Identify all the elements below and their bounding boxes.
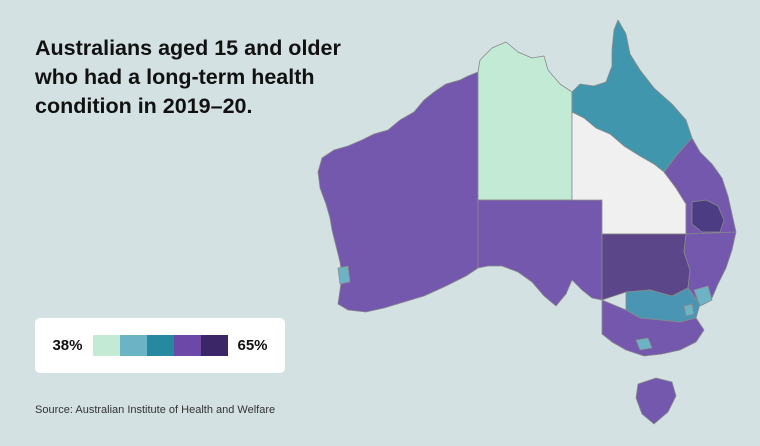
region-western-australia[interactable] bbox=[317, 71, 479, 313]
legend-color-scale bbox=[92, 335, 228, 356]
legend-swatch-2 bbox=[119, 335, 147, 356]
region-sydney[interactable] bbox=[693, 285, 713, 307]
region-brisbane[interactable] bbox=[691, 199, 725, 233]
legend-swatch-3 bbox=[146, 335, 174, 356]
legend-swatch-1 bbox=[92, 335, 120, 356]
region-melbourne[interactable] bbox=[635, 337, 653, 351]
legend-min-label: 38% bbox=[52, 337, 83, 354]
region-south-australia[interactable] bbox=[477, 199, 603, 307]
chart-title: Australians aged 15 and older who had a … bbox=[35, 36, 341, 118]
region-tasmania[interactable] bbox=[635, 377, 677, 425]
region-act[interactable] bbox=[683, 303, 695, 317]
legend: 38% 65% bbox=[35, 318, 285, 373]
legend-max-label: 65% bbox=[237, 337, 268, 354]
region-northern-territory[interactable] bbox=[477, 41, 573, 201]
region-nsw-east[interactable] bbox=[683, 231, 737, 305]
source-note: Source: Australian Institute of Health a… bbox=[35, 404, 276, 416]
legend-swatch-5 bbox=[200, 335, 228, 356]
region-victoria[interactable] bbox=[601, 299, 705, 357]
region-perth[interactable] bbox=[337, 265, 351, 285]
legend-swatch-4 bbox=[173, 335, 201, 356]
